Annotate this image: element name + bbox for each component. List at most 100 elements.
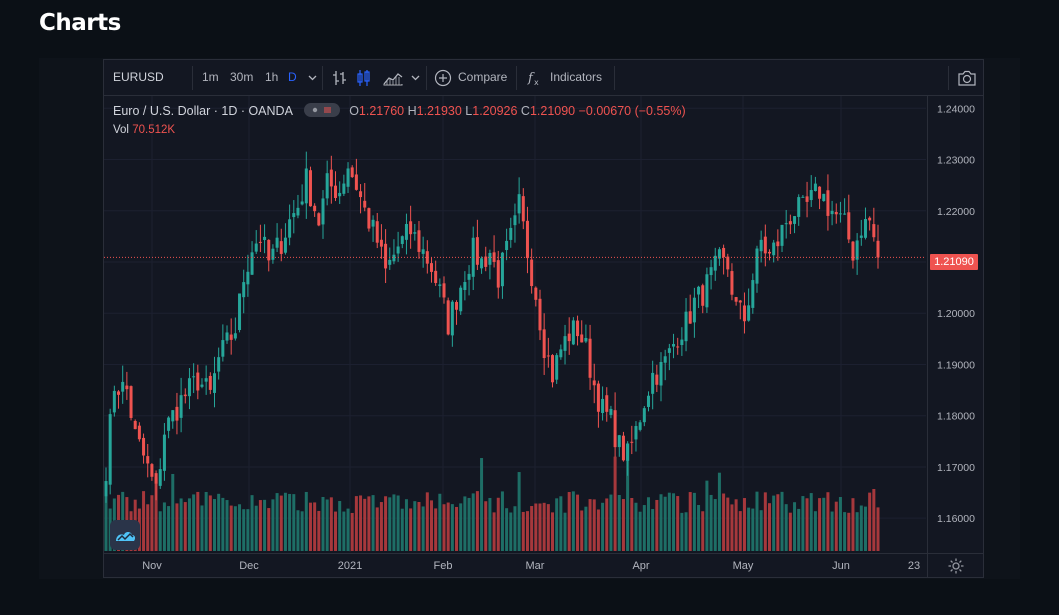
candle — [742, 292, 746, 334]
volume-bars — [104, 443, 880, 551]
volume-bar — [843, 512, 847, 551]
volume-bar — [233, 506, 237, 551]
bar-style-icon[interactable] — [332, 69, 348, 87]
volume-bar — [396, 495, 400, 551]
volume-bar — [505, 508, 509, 551]
volume-bar — [459, 503, 463, 551]
volume-bar — [229, 505, 233, 551]
candle — [546, 337, 550, 368]
volume-bar — [413, 501, 417, 551]
candle — [271, 244, 275, 264]
candle — [108, 408, 112, 495]
volume-bar — [250, 495, 254, 551]
price-tick-label: 1.22000 — [937, 206, 975, 218]
candle — [617, 434, 621, 457]
candle — [609, 405, 613, 419]
candle — [363, 183, 367, 212]
toolbar-separator — [516, 66, 517, 90]
volume-bar — [872, 489, 876, 551]
volume-bar — [438, 493, 442, 551]
candles — [104, 151, 880, 503]
last-price-tag: 1.21090 — [930, 254, 978, 270]
interval-1m[interactable]: 1m — [202, 70, 219, 84]
volume-bar — [709, 494, 713, 551]
fx-icon[interactable]: f x — [527, 69, 543, 87]
price-tick-label: 1.17000 — [937, 462, 975, 474]
volume-bar — [317, 510, 321, 551]
chevron-down-icon[interactable] — [411, 74, 420, 82]
candle — [813, 176, 817, 192]
volume-bar — [325, 499, 329, 551]
candle — [196, 364, 200, 400]
toolbar-separator — [426, 66, 427, 90]
close-value: 1.21090 — [529, 104, 576, 118]
volume-bar — [334, 511, 338, 551]
volume-bar — [813, 511, 817, 551]
candle — [133, 419, 137, 430]
candle-style-icon[interactable] — [356, 69, 372, 87]
volume-bar — [776, 494, 780, 551]
candle — [367, 207, 371, 232]
candle — [768, 249, 772, 261]
candle — [446, 297, 450, 336]
candle — [809, 175, 813, 207]
volume-bar — [200, 505, 204, 551]
candle — [805, 181, 809, 218]
price-tick-label: 1.16000 — [937, 513, 975, 525]
volume-bar — [238, 504, 242, 551]
price-axis[interactable]: 1.240001.230001.220001.210001.200001.190… — [937, 103, 975, 525]
volume-bar — [204, 491, 208, 551]
time-tick-label: Jun — [832, 560, 850, 572]
time-tick-label: Nov — [142, 560, 162, 572]
candle — [117, 390, 121, 409]
volume-bar — [713, 499, 717, 551]
interval-1h[interactable]: 1h — [265, 70, 279, 84]
volume-bar — [421, 506, 425, 551]
interval-30m[interactable]: 30m — [230, 70, 254, 84]
time-tick-label: Apr — [632, 560, 649, 572]
volume-bar — [196, 491, 200, 551]
candle — [396, 231, 400, 262]
candle — [267, 239, 271, 272]
candle — [772, 239, 776, 263]
interval-d[interactable]: D — [288, 70, 297, 84]
candle — [876, 224, 880, 269]
time-axis[interactable]: Nov Dec 2021 Feb Mar Apr May Jun 23 — [142, 560, 920, 572]
volume-bar — [496, 497, 500, 551]
volume-bar — [409, 508, 413, 551]
legend-toggle-icon[interactable] — [303, 103, 340, 117]
price-chart[interactable]: 1.240001.230001.220001.210001.200001.190… — [104, 96, 983, 577]
candle — [672, 333, 676, 359]
candle — [346, 162, 350, 193]
area-style-icon[interactable] — [383, 70, 403, 86]
candle — [392, 239, 396, 265]
candle — [580, 320, 584, 343]
tradingview-logo-icon[interactable] — [110, 520, 140, 550]
legend-title: Euro / U.S. Dollar · 1D · OANDA — [113, 104, 293, 118]
candle — [496, 250, 500, 299]
candle — [475, 219, 479, 270]
gear-icon[interactable] — [947, 557, 965, 575]
volume-bar — [588, 499, 592, 551]
candle — [563, 324, 567, 365]
candle — [555, 353, 559, 384]
candle — [747, 288, 751, 322]
toolbar-separator — [322, 66, 323, 90]
indicators-button[interactable]: Indicators — [550, 70, 603, 84]
chevron-down-icon[interactable] — [308, 74, 317, 82]
symbol-search[interactable]: EURUSD — [113, 70, 164, 84]
candle — [642, 406, 646, 427]
volume-bar — [551, 512, 555, 551]
volume-bar — [797, 508, 801, 551]
compare-button[interactable]: Compare — [458, 70, 508, 84]
camera-icon[interactable] — [956, 69, 978, 87]
page-title: Charts — [39, 10, 121, 36]
toolbar-separator — [948, 66, 949, 90]
candle — [450, 300, 454, 347]
plus-circle-icon[interactable] — [434, 69, 452, 87]
candle — [688, 294, 692, 324]
volume-bar — [404, 499, 408, 551]
high-value: 1.21930 — [416, 104, 462, 118]
candle — [730, 263, 734, 301]
volume-legend: Vol 70.512K — [113, 124, 175, 136]
